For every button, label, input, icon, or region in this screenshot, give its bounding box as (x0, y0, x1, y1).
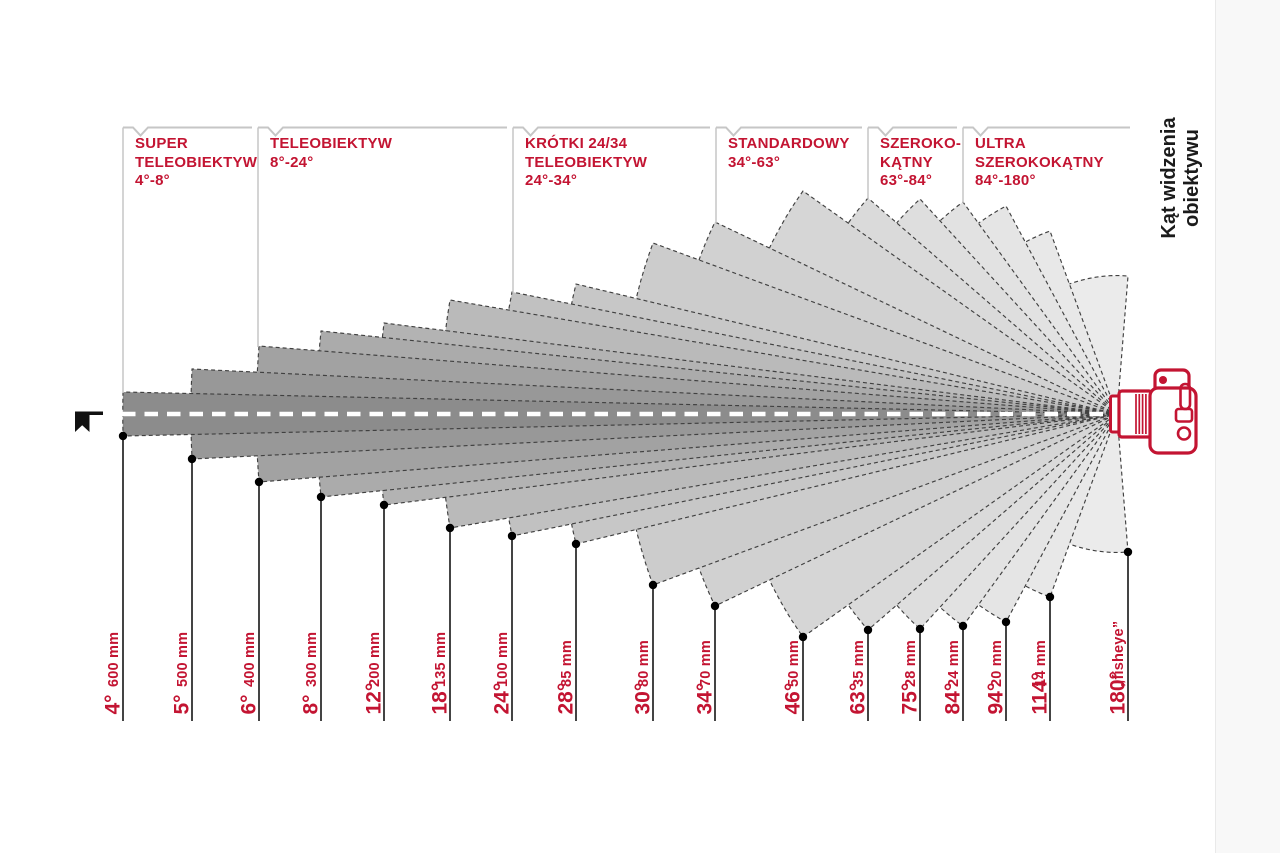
bracket-bar-4 (868, 126, 957, 137)
category-label-2: KRÓTKI 24/34 TELEOBIEKTYW 24°-34° (525, 135, 647, 191)
page-right-margin (1215, 0, 1280, 853)
angle-label-8: 30° (632, 683, 655, 715)
angle-label-11: 63° (847, 683, 870, 715)
focal-label-0: 600 mm (106, 632, 122, 687)
corner-dot-2 (254, 477, 264, 487)
diagram-title: Kąt widzenia obiektywu (1158, 117, 1204, 238)
focal-label-14: 20 mm (989, 640, 1005, 687)
category-name-line: KĄTNY (880, 153, 933, 171)
bracket-bar-2 (513, 126, 710, 137)
angle-label-9: 34° (694, 683, 717, 715)
camera-body (1148, 386, 1198, 455)
focal-label-7: 85 mm (559, 640, 575, 687)
category-label-3: STANDARDOWY 34°-63° (728, 135, 850, 172)
corner-dot-7 (571, 539, 581, 549)
corner-dot-3 (316, 492, 326, 502)
focal-label-10: 50 mm (786, 640, 802, 687)
focal-label-6: 100 mm (495, 632, 511, 687)
category-label-1: TELEOBIEKTYW 8°-24° (270, 135, 392, 172)
angle-label-0: 4° (102, 694, 125, 714)
angle-label-6: 24° (491, 683, 514, 715)
bracket-bar-0 (123, 126, 252, 137)
angle-label-13: 84° (942, 683, 965, 715)
angle-label-5: 18° (429, 683, 452, 715)
corner-dot-12 (915, 624, 925, 634)
category-angle-range: 8°-24° (270, 153, 314, 171)
angle-label-4: 12° (363, 683, 386, 715)
category-angle-range: 4°-8° (135, 172, 170, 189)
angle-label-7: 28° (555, 683, 578, 715)
camera-screen (1174, 407, 1194, 423)
category-name-line: TELEOBIEKTYW (270, 135, 393, 152)
category-label-4: SZEROKO- KĄTNY 63°-84° (880, 135, 961, 191)
category-name-line: SUPER (135, 135, 188, 152)
focal-label-4: 200 mm (367, 632, 383, 687)
category-name-line: SZEROKOKĄTNY (975, 153, 1104, 171)
bracket-bar-5 (963, 126, 1130, 137)
camera-dial (1176, 426, 1192, 441)
category-name-line: KRÓTKI 24/34 (525, 135, 628, 152)
focal-label-13: 24 mm (946, 640, 962, 687)
corner-dot-16 (1123, 547, 1133, 557)
subject-flag-icon (75, 411, 103, 432)
corner-dot-10 (798, 632, 808, 642)
focal-label-9: 70 mm (698, 640, 714, 687)
category-angle-range: 84°-180° (975, 172, 1036, 189)
corner-dot-1 (187, 454, 197, 464)
corner-dot-6 (507, 531, 517, 541)
focal-label-5: 135 mm (433, 632, 449, 687)
category-name-line: TELEOBIEKTYW (525, 153, 648, 171)
angle-label-16: 180° (1107, 671, 1130, 714)
focal-label-11: 35 mm (851, 640, 867, 687)
category-name-line: ULTRA (975, 135, 1026, 152)
diagram-title-line1: Kąt widzenia (1158, 117, 1180, 239)
angle-label-2: 6° (238, 694, 261, 714)
focal-label-2: 400 mm (242, 632, 258, 687)
corner-dot-5 (445, 523, 455, 533)
corner-dot-4 (379, 500, 389, 510)
category-name-line: STANDARDOWY (728, 135, 850, 152)
angle-label-14: 94° (985, 683, 1008, 715)
camera-icon (1109, 368, 1198, 455)
angle-label-1: 5° (171, 694, 194, 714)
angle-label-10: 46° (782, 683, 805, 715)
diagram-title-line2: obiektywu (1181, 129, 1203, 227)
category-label-5: ULTRA SZEROKOKĄTNY 84°-180° (975, 135, 1104, 191)
category-angle-range: 63°-84° (880, 172, 933, 189)
angle-label-12: 75° (899, 683, 922, 715)
focal-label-1: 500 mm (175, 632, 191, 687)
category-label-0: SUPER TELEOBIEKTYW 4°-8° (135, 135, 257, 191)
focal-label-12: 28 mm (903, 640, 919, 687)
category-angle-range: 24°-34° (525, 172, 578, 189)
category-name-line: TELEOBIEKTYW (135, 153, 258, 171)
corner-dot-13 (958, 621, 968, 631)
corner-dot-11 (863, 625, 873, 635)
category-angle-range: 34°-63° (728, 153, 781, 171)
corner-dot-14 (1001, 617, 1011, 627)
focal-label-16: „fisheye” (1111, 621, 1127, 687)
corner-dot-9 (710, 601, 720, 611)
focal-label-15: 14 mm (1033, 640, 1049, 687)
bracket-bar-3 (716, 126, 862, 137)
corner-dot-15 (1045, 592, 1055, 602)
angle-label-3: 8° (300, 694, 323, 714)
corner-dot-0 (118, 431, 128, 441)
bracket-bar-1 (258, 126, 507, 137)
corner-dot-8 (648, 580, 658, 590)
category-name-line: SZEROKO- (880, 135, 962, 152)
angle-label-15: 114° (1029, 672, 1052, 714)
focal-label-8: 80 mm (636, 640, 652, 687)
camera-shutter-dot (1159, 376, 1167, 384)
focal-label-3: 300 mm (304, 632, 320, 687)
